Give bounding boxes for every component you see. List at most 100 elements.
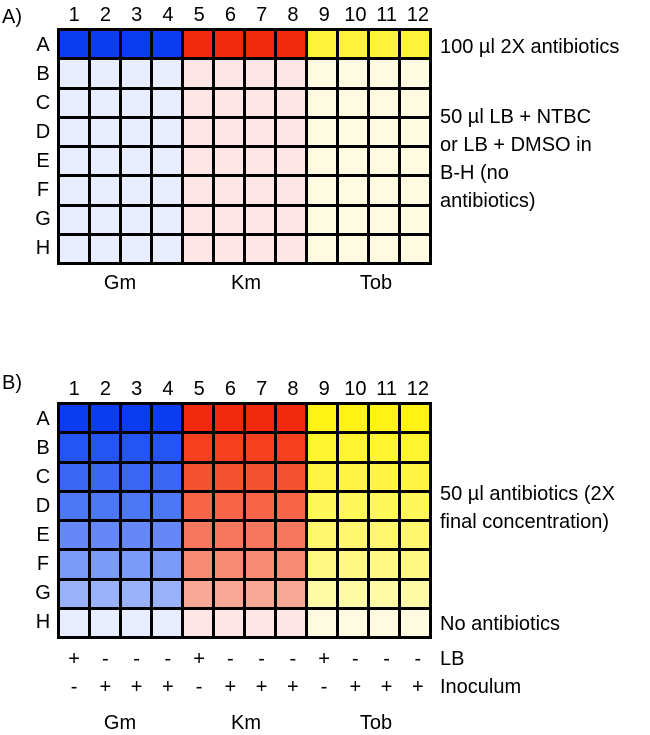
panel-a-well-f3	[122, 177, 150, 204]
panel-a-column-2: 2	[99, 4, 111, 26]
panel-a-well-d12	[401, 118, 429, 145]
panel-b-note-middle: 50 µl antibiotics (2X final concentratio…	[440, 483, 615, 533]
panel-a-well-g4	[153, 206, 181, 233]
panel-a-column-1: 1	[68, 4, 80, 26]
panel-b-well-h11	[370, 609, 398, 636]
lb-sign-10: -	[352, 648, 359, 670]
panel-a-well-f10	[339, 177, 367, 204]
panel-a-well-c4	[153, 89, 181, 116]
panel-a-well-a10	[339, 31, 367, 58]
panel-b-well-a6	[215, 405, 243, 432]
panel-b-well-f7	[246, 551, 274, 578]
panel-a-well-b3	[122, 60, 150, 87]
panel-b-well-b5	[184, 434, 212, 461]
panel-a-well-f9	[308, 177, 336, 204]
panel-b-well-a12	[401, 405, 429, 432]
panel-b-well-c5	[184, 463, 212, 490]
panel-b-column-11: 11	[376, 378, 397, 400]
panel-b-well-d12	[401, 492, 429, 519]
panel-b-well-f11	[370, 551, 398, 578]
panel-b-well-f10	[339, 551, 367, 578]
panel-b-well-f12	[401, 551, 429, 578]
panel-b-well-b11	[370, 434, 398, 461]
panel-a-well-b5	[184, 60, 212, 87]
panel-b-well-e8	[277, 522, 305, 549]
panel-b-column-7: 7	[256, 378, 268, 400]
panel-a-note-top: 100 µl 2X antibiotics	[440, 36, 620, 58]
panel-b-well-a7	[246, 405, 274, 432]
inoculum-sign-10: +	[349, 676, 362, 698]
panel-a-well-h2	[91, 235, 119, 262]
panel-b-well-d6	[215, 492, 243, 519]
panel-a-well-f5	[184, 177, 212, 204]
panel-a-well-g9	[308, 206, 336, 233]
panel-a-group-gm: Gm	[103, 272, 137, 294]
panel-a-well-f1	[60, 177, 88, 204]
panel-b-well-c8	[277, 463, 305, 490]
panel-a-well-c6	[215, 89, 243, 116]
panel-a-well-h5	[184, 235, 212, 262]
panel-b-well-a3	[122, 405, 150, 432]
panel-b-well-a2	[91, 405, 119, 432]
panel-b-well-h3	[122, 609, 150, 636]
panel-a-well-g11	[370, 206, 398, 233]
panel-b-column-4: 4	[162, 378, 174, 400]
panel-b-well-c7	[246, 463, 274, 490]
panel-a-well-e4	[153, 148, 181, 175]
panel-a-well-d6	[215, 118, 243, 145]
panel-a-well-d5	[184, 118, 212, 145]
panel-b-well-h12	[401, 609, 429, 636]
panel-b-well-b2	[91, 434, 119, 461]
panel-b-well-f5	[184, 551, 212, 578]
panel-a-well-d3	[122, 118, 150, 145]
panel-b-well-e9	[308, 522, 336, 549]
panel-b-letter: B)	[2, 372, 22, 394]
panel-b-row-f: F	[36, 553, 50, 575]
panel-b-well-e5	[184, 522, 212, 549]
panel-b-column-6: 6	[224, 378, 236, 400]
panel-a-row-a: A	[36, 34, 50, 56]
panel-b-well-c1	[60, 463, 88, 490]
panel-a-well-e11	[370, 148, 398, 175]
panel-b-lb-label: LB	[440, 648, 465, 670]
panel-a-row-b: B	[36, 63, 50, 85]
panel-a-well-g5	[184, 206, 212, 233]
panel-a-column-4: 4	[162, 4, 174, 26]
panel-b-well-h6	[215, 609, 243, 636]
panel-a-well-a11	[370, 31, 398, 58]
panel-b-row-a: A	[36, 408, 50, 430]
panel-a-well-a2	[91, 31, 119, 58]
panel-b-well-b4	[153, 434, 181, 461]
lb-sign-4: -	[164, 648, 172, 670]
inoculum-sign-7: +	[255, 676, 268, 698]
panel-b-well-b9	[308, 434, 336, 461]
panel-a-column-5: 5	[193, 4, 205, 26]
panel-b-well-a5	[184, 405, 212, 432]
panel-a-well-a9	[308, 31, 336, 58]
panel-a-well-h8	[277, 235, 305, 262]
panel-b-well-e2	[91, 522, 119, 549]
panel-a-well-g8	[277, 206, 305, 233]
panel-b-column-9: 9	[318, 378, 330, 400]
panel-b-column-12: 12	[406, 378, 429, 400]
panel-a-well-h10	[339, 235, 367, 262]
panel-b-well-e6	[215, 522, 243, 549]
panel-b-well-c2	[91, 463, 119, 490]
panel-a-well-f7	[246, 177, 274, 204]
lb-sign-1: +	[68, 648, 80, 670]
panel-b-well-d11	[370, 492, 398, 519]
panel-b-well-a4	[153, 405, 181, 432]
panel-a-well-c12	[401, 89, 429, 116]
panel-a-well-h7	[246, 235, 274, 262]
panel-a-well-g6	[215, 206, 243, 233]
panel-b-well-h7	[246, 609, 274, 636]
panel-b-well-f4	[153, 551, 181, 578]
panel-a-well-c7	[246, 89, 274, 116]
panel-a-column-9: 9	[318, 4, 330, 26]
inoculum-sign-1: -	[70, 676, 78, 698]
panel-b-well-d1	[60, 492, 88, 519]
panel-a-column-8: 8	[287, 4, 299, 26]
panel-a-well-h12	[401, 235, 429, 262]
panel-b-well-e7	[246, 522, 274, 549]
panel-a-well-c3	[122, 89, 150, 116]
